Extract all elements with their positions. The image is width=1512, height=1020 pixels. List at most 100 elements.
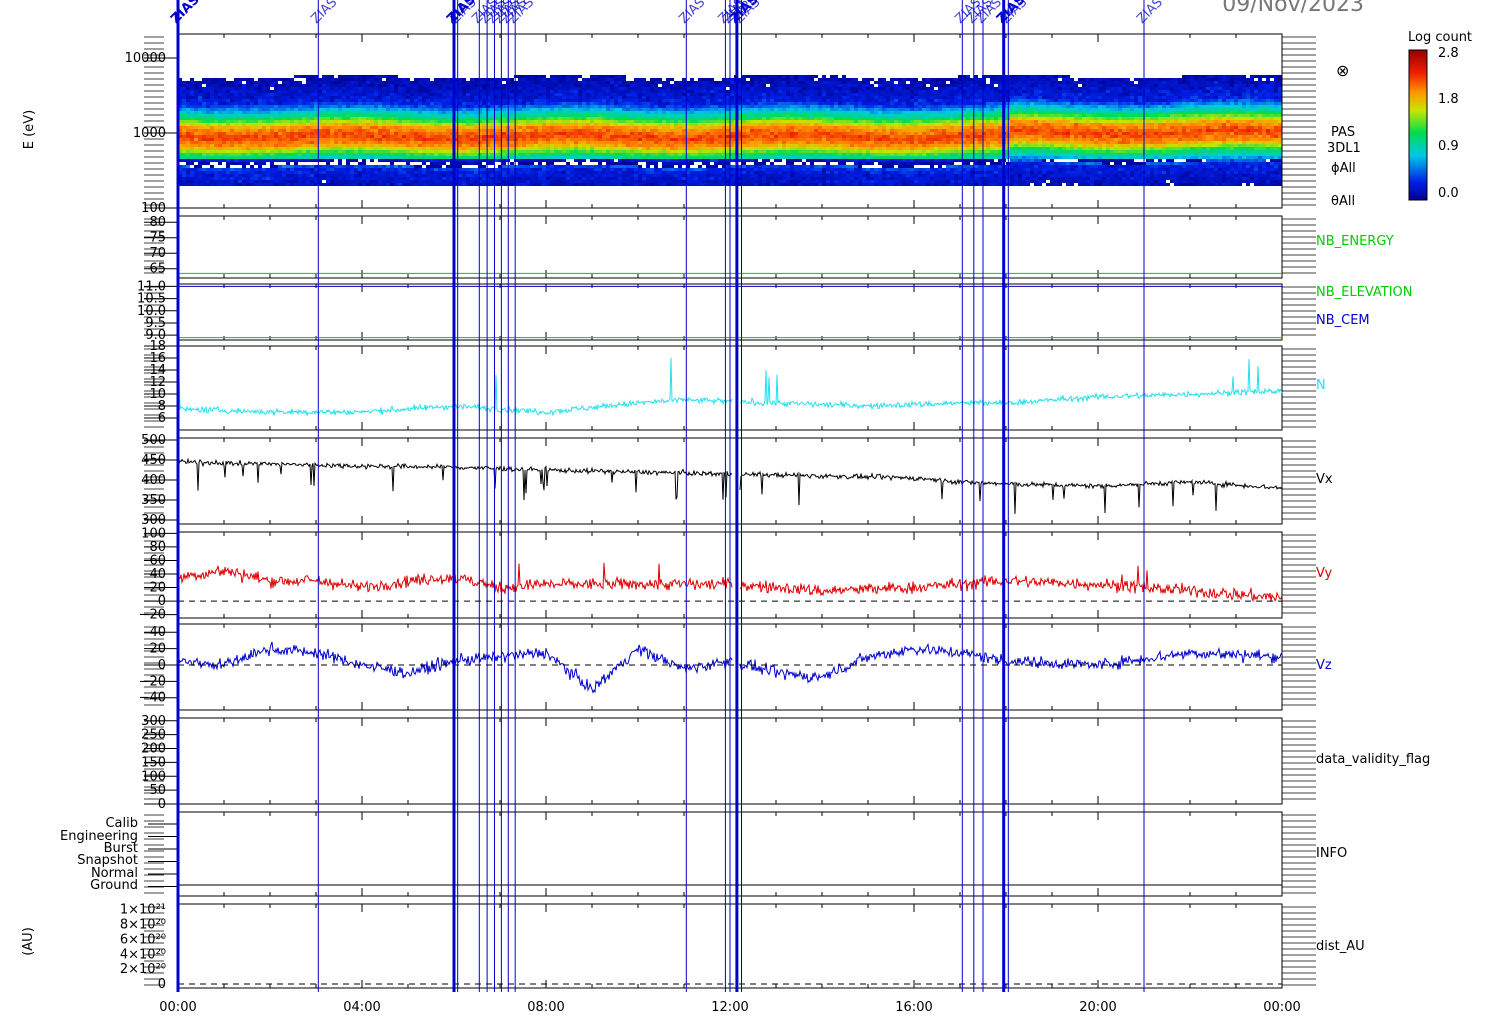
- spectrogram-cell: [422, 123, 426, 126]
- spectrogram-cell: [386, 108, 390, 111]
- spectrogram-cell: [298, 111, 302, 114]
- spectrogram-cell: [642, 99, 646, 102]
- spectrogram-cell: [374, 96, 378, 99]
- spectrogram-cell: [682, 168, 686, 171]
- spectrogram-cell: [510, 99, 514, 102]
- spectrogram-cell: [182, 96, 186, 99]
- spectrogram-cell: [462, 144, 466, 147]
- spectrogram-cell: [690, 117, 694, 120]
- spectrogram-cell: [602, 93, 606, 96]
- spectrogram-cell: [286, 159, 290, 162]
- spectrogram-cell: [510, 102, 514, 105]
- spectrogram-cell: [678, 123, 682, 126]
- spectrogram-cell: [538, 153, 542, 156]
- spectrogram-cell: [178, 183, 182, 186]
- spectrogram-cell: [202, 135, 206, 138]
- spectrogram-cell: [634, 117, 638, 120]
- spectrogram-cell: [410, 141, 414, 144]
- spectrogram-cell: [718, 177, 722, 180]
- spectrogram-cell: [322, 96, 326, 99]
- spectrogram-cell: [570, 123, 574, 126]
- spectrogram-cell: [742, 99, 746, 102]
- spectrogram-cell: [554, 126, 558, 129]
- spectrogram-cell: [182, 144, 186, 147]
- spectrogram-cell: [710, 129, 714, 132]
- spectrogram-cell: [562, 171, 566, 174]
- spectrogram-cell: [202, 111, 206, 114]
- spectrogram-cell: [534, 132, 538, 135]
- spectrogram-cell: [698, 138, 702, 141]
- spectrogram-cell: [446, 99, 450, 102]
- spectrogram-cell: [518, 75, 522, 78]
- spectrogram-cell: [462, 141, 466, 144]
- spectrogram-cell: [686, 126, 690, 129]
- spectrogram-cell: [370, 81, 374, 84]
- spectrogram-cell: [330, 153, 334, 156]
- spectrogram-cell: [270, 102, 274, 105]
- spectrogram-cell: [546, 159, 550, 162]
- spectrogram-cell: [602, 126, 606, 129]
- spectrogram-cell: [570, 108, 574, 111]
- spectrogram-cell: [578, 183, 582, 186]
- spectrogram-cell: [462, 156, 466, 159]
- spectrogram-cell: [562, 93, 566, 96]
- spectrogram-cell: [362, 99, 366, 102]
- spectrogram-cell: [350, 87, 354, 90]
- spectrogram-cell: [302, 114, 306, 117]
- spectrogram-cell: [230, 180, 234, 183]
- spectrogram-cell: [338, 105, 342, 108]
- spectrogram-cell: [518, 159, 522, 162]
- spectrogram-cell: [394, 75, 398, 78]
- spectrogram-cell: [606, 177, 610, 180]
- spectrogram-cell: [474, 132, 478, 135]
- spectrogram-cell: [262, 135, 266, 138]
- spectrogram-cell: [426, 141, 430, 144]
- spectrogram-cell: [250, 156, 254, 159]
- spectrogram-cell: [638, 180, 642, 183]
- spectrogram-cell: [306, 123, 310, 126]
- spectrogram-cell: [566, 150, 570, 153]
- spectrogram-cell: [190, 153, 194, 156]
- spectrogram-cell: [474, 168, 478, 171]
- spectrogram-cell: [246, 120, 250, 123]
- spectrogram-cell: [662, 90, 666, 93]
- spectrogram-cell: [526, 93, 530, 96]
- spectrogram-cell: [638, 144, 642, 147]
- spectrogram-cell: [298, 171, 302, 174]
- spectrogram-cell: [642, 84, 646, 87]
- spectrogram-cell: [598, 147, 602, 150]
- spectrogram-cell: [350, 117, 354, 120]
- spectrogram-cell: [386, 93, 390, 96]
- spectrogram-cell: [710, 99, 714, 102]
- spectrogram-cell: [634, 132, 638, 135]
- spectrogram-cell: [470, 144, 474, 147]
- spectrogram-cell: [590, 168, 594, 171]
- spectrogram-cell: [462, 87, 466, 90]
- spectrogram-cell: [650, 156, 654, 159]
- spectrogram-cell: [698, 135, 702, 138]
- spectrogram-cell: [278, 111, 282, 114]
- spectrogram-cell: [430, 153, 434, 156]
- spectrogram-cell: [318, 123, 322, 126]
- spectrogram-cell: [246, 126, 250, 129]
- spectrogram-cell: [366, 108, 370, 111]
- spectrogram-cell: [230, 171, 234, 174]
- spectrogram-cell: [286, 84, 290, 87]
- spectrogram-cell: [334, 81, 338, 84]
- spectrogram-cell: [298, 99, 302, 102]
- spectrogram-cell: [474, 144, 478, 147]
- spectrogram-cell: [594, 159, 598, 162]
- spectrogram-cell: [246, 132, 250, 135]
- spectrogram-cell: [650, 105, 654, 108]
- spectrogram-cell: [342, 168, 346, 171]
- spectrogram-cell: [710, 135, 714, 138]
- spectrogram-cell: [430, 129, 434, 132]
- spectrogram-cell: [198, 111, 202, 114]
- spectrogram-cell: [662, 120, 666, 123]
- spectrogram-cell: [270, 147, 274, 150]
- spectrogram-cell: [490, 132, 494, 135]
- spectrogram-cell: [594, 114, 598, 117]
- spectrogram-cell: [406, 153, 410, 156]
- spectrogram-cell: [178, 168, 182, 171]
- spectrogram-cell: [230, 123, 234, 126]
